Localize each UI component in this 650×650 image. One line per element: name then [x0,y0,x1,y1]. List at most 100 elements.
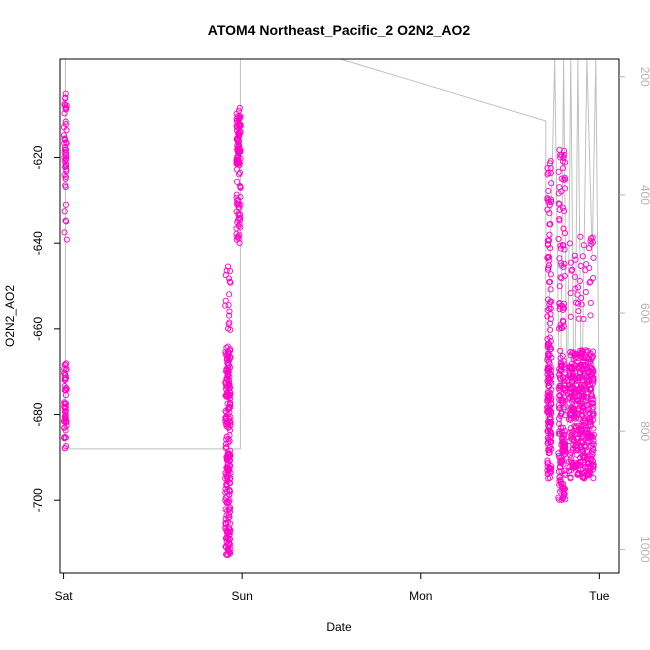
data-point [582,443,589,450]
data-point [61,135,68,142]
data-point [225,514,232,521]
data-point [573,441,581,448]
data-point [558,366,565,373]
secondary-series-line [64,58,600,450]
y-tick-label: -700 [31,488,45,512]
data-point [578,347,585,354]
data-point [226,476,233,483]
data-point [556,206,563,213]
data-point [583,364,590,372]
data-point [544,418,552,425]
data-point [571,252,578,259]
data-point [223,499,230,507]
data-point [547,298,554,306]
data-point [235,130,242,137]
data-point [588,386,595,393]
data-point [560,242,567,249]
data-point [587,468,594,475]
data-point [63,384,70,391]
data-point [577,233,584,240]
data-point [567,434,575,441]
data-point [557,359,564,366]
data-point [587,350,594,357]
data-point [578,428,585,435]
data-point [569,464,576,471]
x-tick-label: Sat [55,589,74,603]
data-point [547,311,554,318]
data-point [222,525,229,532]
data-point [556,306,563,313]
data-point [589,366,596,373]
data-point [589,440,596,447]
data-point [236,122,243,129]
data-point [562,444,569,451]
data-point [226,381,233,388]
data-point [548,445,555,452]
data-point [226,312,233,319]
data-point [63,218,70,225]
data-point [567,415,574,422]
data-point [544,408,551,415]
data-point [237,224,244,231]
data-point [575,308,582,315]
data-point [61,158,68,165]
data-point [587,312,594,319]
data-point [225,354,232,361]
data-point [61,171,68,179]
data-point [61,149,68,156]
data-point [571,412,579,419]
data-point [235,197,242,204]
data-point [582,347,589,354]
data-point [225,471,232,479]
data-point [236,133,243,140]
data-point [547,438,554,445]
data-point [547,169,554,177]
data-point [226,529,233,536]
data-point [61,229,68,236]
data-point [235,153,242,160]
data-point [61,208,68,215]
data-point [556,255,563,262]
data-point [559,158,566,165]
data-point [575,469,582,476]
data-point [556,146,563,153]
data-point [579,373,586,380]
data-point [62,156,69,164]
data-point [582,289,589,296]
data-point [548,408,555,415]
data-point [559,457,566,464]
data-point [225,325,232,332]
data-point [545,262,553,269]
data-point [62,217,69,224]
data-point [561,207,568,215]
data-point [572,447,579,454]
data-point [61,375,68,382]
data-point [567,384,574,391]
data-point [61,365,68,372]
y-axis-label: O2N2_AO2 [3,285,17,347]
data-point [559,352,566,360]
data-point [555,235,562,242]
data-point [547,364,554,371]
data-point [544,306,551,314]
data-point [587,432,594,439]
data-point [576,373,583,380]
data-point [583,261,590,268]
data-point [557,384,564,391]
data-point [227,364,234,371]
data-point [224,519,232,526]
data-point [234,219,241,226]
data-point [560,300,568,307]
data-point [568,458,575,465]
data-point [556,283,563,290]
data-point [590,274,597,282]
data-point [589,369,596,376]
data-point [556,184,563,191]
data-point [557,303,564,310]
data-point [544,344,551,351]
data-point [226,486,233,493]
data-point [545,419,552,426]
data-point [588,235,595,242]
data-point [547,221,554,228]
data-point [571,406,578,413]
